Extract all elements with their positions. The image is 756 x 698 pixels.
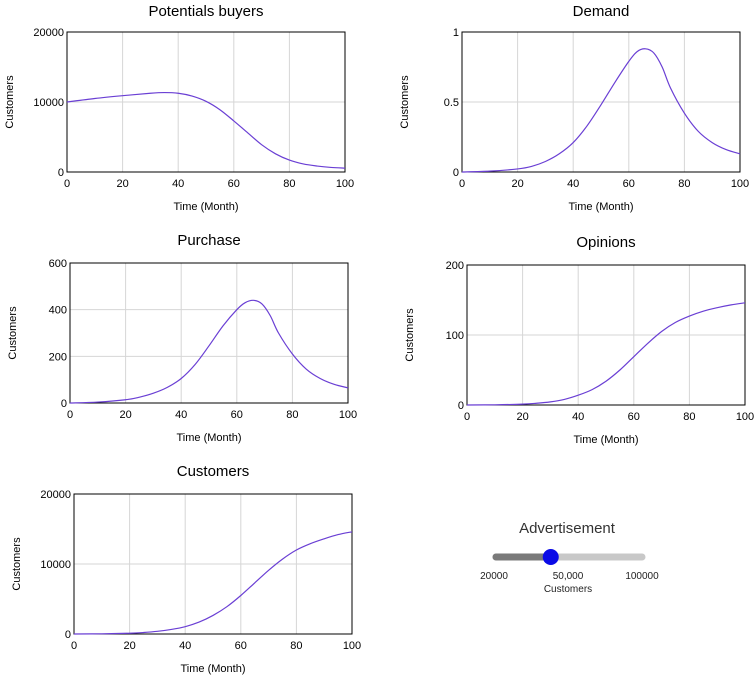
x-tick-label: 40 — [572, 411, 584, 423]
series-line — [66, 91, 346, 169]
x-tick-label: 100 — [336, 178, 354, 190]
plot-frame — [73, 493, 353, 635]
chart-title: Demand — [573, 3, 630, 20]
x-tick-label: 0 — [64, 178, 70, 190]
plot-frame — [461, 31, 741, 173]
y-tick-label: 200 — [49, 351, 67, 363]
x-tick-label: 40 — [172, 178, 184, 190]
x-tick-label: 100 — [343, 640, 361, 652]
y-tick-label: 200 — [446, 260, 464, 272]
x-tick-label: 80 — [283, 178, 295, 190]
x-axis-label: Time (Month) — [574, 434, 639, 446]
slider-knob[interactable] — [542, 549, 559, 565]
y-axis-label: Customers — [399, 75, 411, 129]
x-axis-label: Time (Month) — [569, 201, 634, 213]
x-tick-label: 40 — [175, 409, 187, 421]
plot-frame — [69, 262, 349, 404]
y-axis-label: Customers — [4, 75, 16, 129]
x-tick-label: 80 — [290, 640, 302, 652]
x-tick-label: 60 — [231, 409, 243, 421]
chart-title: Opinions — [576, 234, 635, 251]
chart-title: Potentials buyers — [148, 3, 263, 20]
x-axis-label: Time (Month) — [174, 201, 239, 213]
slider-value-label: 50,000 — [553, 571, 584, 582]
y-tick-label: 1 — [453, 27, 459, 39]
x-tick-label: 40 — [179, 640, 191, 652]
advertisement-slider[interactable]: Advertisement 20000 50,000 100000 Customers — [480, 520, 659, 595]
chart-1: Potentials buyers 0 20 40 60 80 100 0 10000 20000… — [4, 3, 354, 213]
chart-title: Customers — [177, 463, 250, 480]
x-tick-label: 100 — [339, 409, 357, 421]
x-tick-label: 80 — [286, 409, 298, 421]
x-tick-label: 60 — [623, 178, 635, 190]
x-tick-label: 40 — [567, 178, 579, 190]
slider-min-label: 20000 — [480, 571, 508, 582]
x-axis-label: Time (Month) — [177, 432, 242, 444]
x-tick-label: 60 — [235, 640, 247, 652]
y-tick-label: 0.5 — [444, 97, 459, 109]
y-tick-label: 0 — [61, 398, 67, 410]
x-axis-label: Time (Month) — [181, 663, 246, 675]
x-tick-label: 100 — [736, 411, 754, 423]
x-tick-label: 20 — [119, 409, 131, 421]
chart-title: Purchase — [177, 232, 240, 249]
x-tick-label: 20 — [116, 178, 128, 190]
y-axis-label: Customers — [7, 306, 19, 360]
chart-4: Opinions 0 20 40 60 80 100 0 100 200 Time (Month) C… — [404, 234, 754, 446]
x-tick-label: 60 — [228, 178, 240, 190]
x-tick-label: 20 — [516, 411, 528, 423]
series-line — [461, 48, 741, 173]
plot-frame — [466, 264, 746, 406]
x-tick-label: 0 — [464, 411, 470, 423]
slider-title: Advertisement — [519, 520, 616, 537]
x-tick-label: 0 — [67, 409, 73, 421]
y-tick-label: 0 — [65, 629, 71, 641]
x-tick-label: 80 — [678, 178, 690, 190]
y-tick-label: 10000 — [40, 559, 71, 571]
y-tick-label: 0 — [458, 400, 464, 412]
y-tick-label: 10000 — [33, 97, 64, 109]
y-axis-label: Customers — [11, 537, 23, 591]
x-tick-label: 0 — [71, 640, 77, 652]
x-tick-label: 80 — [683, 411, 695, 423]
x-tick-label: 60 — [628, 411, 640, 423]
y-axis-label: Customers — [404, 308, 416, 362]
series-line — [466, 302, 746, 406]
x-tick-label: 20 — [511, 178, 523, 190]
chart-3: Purchase 0 20 40 60 80 100 0 200 400 600 Time (Mont… — [7, 232, 357, 444]
chart-5: Customers 0 20 40 60 80 100 0 10000 20000 Time (Mo… — [11, 463, 361, 675]
series-line — [69, 299, 349, 404]
series-line — [73, 531, 353, 635]
x-tick-label: 0 — [459, 178, 465, 190]
y-tick-label: 20000 — [40, 489, 71, 501]
slider-max-label: 100000 — [625, 571, 659, 582]
y-tick-label: 100 — [446, 330, 464, 342]
y-tick-label: 400 — [49, 305, 67, 317]
y-tick-label: 0 — [453, 167, 459, 179]
slider-unit-label: Customers — [544, 584, 592, 595]
y-tick-label: 20000 — [33, 27, 64, 39]
y-tick-label: 600 — [49, 258, 67, 270]
x-tick-label: 100 — [731, 178, 749, 190]
x-tick-label: 20 — [123, 640, 135, 652]
chart-2: Demand 0 20 40 60 80 100 0 0.5 1 Time (Month) Custo… — [399, 3, 749, 213]
y-tick-label: 0 — [58, 167, 64, 179]
